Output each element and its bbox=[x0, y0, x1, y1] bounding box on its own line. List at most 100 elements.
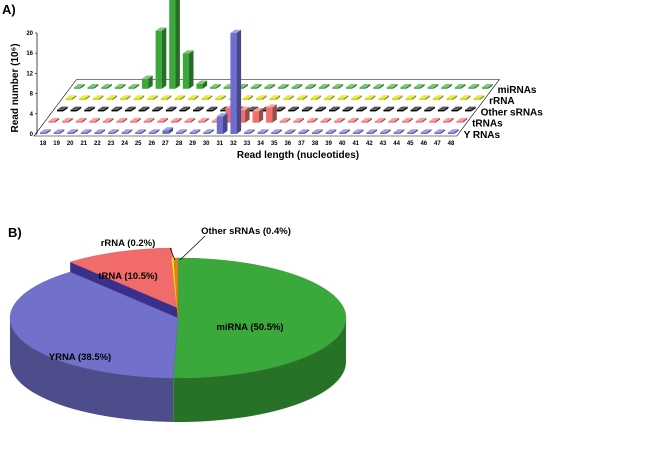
bar-side bbox=[149, 117, 155, 123]
bar-top bbox=[250, 84, 262, 88]
bar-top bbox=[325, 129, 337, 133]
bar-side bbox=[76, 106, 82, 112]
bar-mirnas-45 bbox=[441, 84, 452, 89]
bar-top bbox=[102, 117, 114, 122]
bar-front bbox=[169, 0, 176, 89]
bar-front bbox=[359, 87, 366, 89]
bar-top bbox=[62, 117, 73, 122]
bar-other-srnas-23 bbox=[125, 106, 136, 112]
bar-side bbox=[357, 95, 362, 101]
bar-other-srnas-21 bbox=[97, 106, 109, 112]
bar-front bbox=[94, 132, 101, 134]
bar-front bbox=[288, 109, 295, 112]
bar-rrna-28 bbox=[201, 95, 213, 101]
bar-front bbox=[346, 87, 353, 89]
bar-trnas-45 bbox=[415, 117, 427, 123]
bar-side bbox=[163, 117, 168, 123]
bar-trnas-20 bbox=[75, 117, 87, 123]
x-tick-label: 31 bbox=[216, 141, 223, 147]
bar-front bbox=[216, 116, 223, 134]
bar-front bbox=[402, 121, 409, 123]
bar-trnas-48 bbox=[456, 117, 468, 123]
bar-side bbox=[262, 95, 267, 101]
bar-front bbox=[125, 109, 132, 112]
bar-side bbox=[202, 80, 208, 89]
bar-front bbox=[152, 109, 159, 112]
bar-front bbox=[247, 109, 254, 112]
bar-front bbox=[142, 78, 149, 89]
bar-top bbox=[407, 129, 418, 133]
bar-side bbox=[379, 84, 384, 89]
bar-top bbox=[65, 95, 77, 99]
bar-other-srnas-42 bbox=[383, 106, 395, 112]
bar-other-srnas-26 bbox=[165, 106, 177, 112]
bar-side bbox=[331, 129, 337, 134]
bar-mirnas-48 bbox=[482, 84, 493, 89]
bar-side bbox=[440, 129, 446, 134]
bar-top bbox=[196, 80, 208, 84]
bar-trnas-41 bbox=[361, 117, 372, 123]
bar-top bbox=[437, 106, 449, 110]
bar-front bbox=[419, 98, 426, 101]
bar-top bbox=[419, 95, 430, 99]
bar-top bbox=[57, 106, 68, 110]
bar-front bbox=[135, 132, 142, 134]
bar-front bbox=[456, 121, 463, 123]
bar-top bbox=[305, 84, 316, 88]
bar-trnas-35 bbox=[279, 117, 291, 123]
bar-front bbox=[70, 109, 77, 112]
bar-y-rnas-30 bbox=[203, 129, 214, 134]
bar-front bbox=[274, 109, 281, 112]
bar-side bbox=[399, 129, 405, 134]
panel-b-label: B) bbox=[8, 225, 22, 240]
bar-front bbox=[374, 121, 382, 123]
x-tick-label: 24 bbox=[121, 141, 128, 147]
bar-side bbox=[471, 106, 476, 112]
bar-top bbox=[84, 106, 95, 110]
bar-y-rnas-19 bbox=[53, 129, 65, 134]
bar-top bbox=[74, 84, 85, 88]
bar-front bbox=[380, 132, 387, 134]
bar-top bbox=[40, 129, 51, 133]
bar-top bbox=[152, 106, 163, 110]
bar-side bbox=[479, 95, 485, 101]
bar-side bbox=[447, 84, 452, 89]
bar-y-rnas-47 bbox=[434, 129, 446, 134]
x-tick-label: 46 bbox=[420, 141, 427, 147]
bar-top bbox=[442, 117, 454, 122]
bar-front bbox=[405, 98, 412, 101]
bar-side bbox=[330, 95, 335, 101]
bar-side bbox=[155, 129, 160, 134]
bar-top bbox=[454, 84, 466, 88]
bar-top bbox=[283, 95, 294, 99]
bar-top bbox=[383, 106, 395, 110]
bar-front bbox=[473, 98, 480, 101]
bar-top bbox=[415, 117, 427, 122]
bar-rrna-23 bbox=[133, 95, 145, 101]
bar-front bbox=[255, 98, 263, 101]
bar-other-srnas-44 bbox=[410, 106, 422, 112]
bar-front bbox=[482, 87, 489, 89]
bar-y-rnas-36 bbox=[284, 129, 296, 134]
bar-side bbox=[122, 117, 128, 123]
bar-top bbox=[429, 117, 440, 122]
bar-side bbox=[340, 117, 345, 123]
bar-front bbox=[347, 121, 354, 123]
bar-side bbox=[63, 106, 68, 112]
bar-front bbox=[420, 132, 427, 134]
bar-top bbox=[332, 84, 344, 88]
x-tick-label: 33 bbox=[244, 141, 251, 147]
bar-top bbox=[133, 95, 145, 99]
bar-top bbox=[293, 117, 304, 122]
bar-y-rnas-24 bbox=[121, 129, 133, 134]
bar-trnas-38 bbox=[320, 117, 332, 123]
x-tick-label: 36 bbox=[284, 141, 291, 147]
bar-front bbox=[364, 98, 371, 101]
bar-front bbox=[257, 132, 264, 134]
bar-trnas-36 bbox=[293, 117, 304, 123]
bar-front bbox=[223, 87, 230, 89]
bar-front bbox=[160, 98, 167, 101]
bar-trnas-26 bbox=[157, 117, 168, 123]
bar-other-srnas-20 bbox=[84, 106, 95, 112]
bar-side bbox=[127, 129, 133, 134]
